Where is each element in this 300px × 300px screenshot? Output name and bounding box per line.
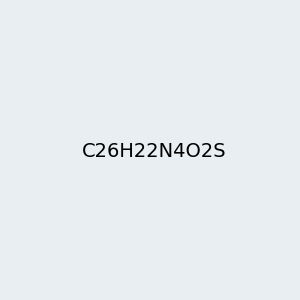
Text: C26H22N4O2S: C26H22N4O2S xyxy=(81,142,226,161)
